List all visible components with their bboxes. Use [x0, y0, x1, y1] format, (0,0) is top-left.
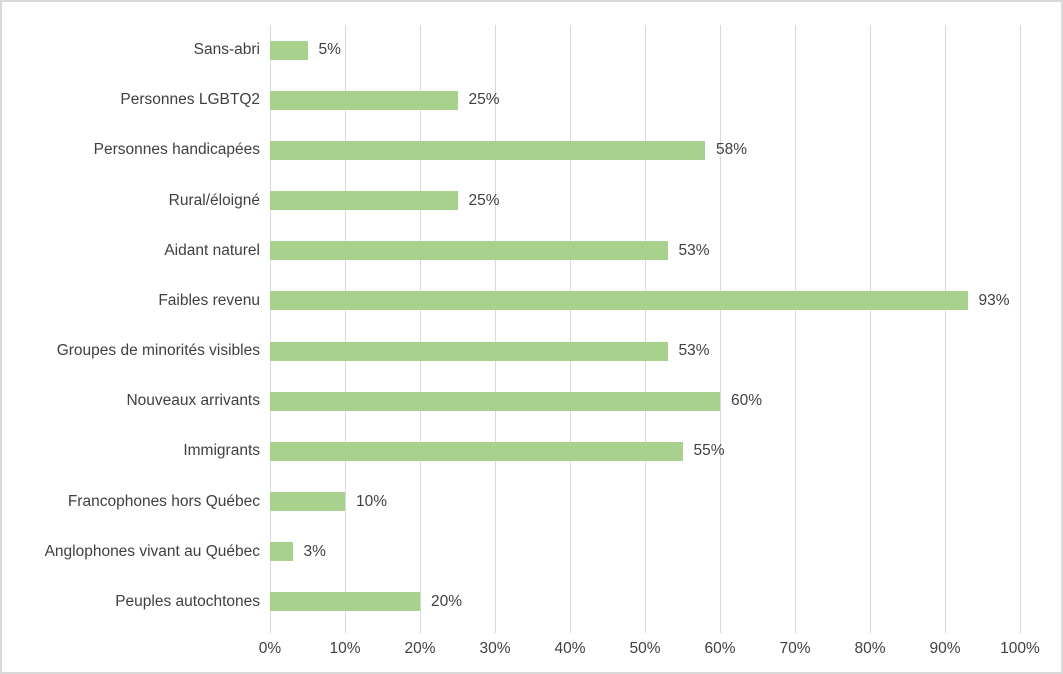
gridline-40: [569, 25, 571, 627]
gridline-90: [944, 25, 946, 627]
x-tick-label-100: 100%: [1000, 640, 1040, 657]
gridline-60: [719, 25, 721, 627]
x-tick-label-50: 50%: [629, 640, 661, 657]
gridline-10: [344, 25, 346, 627]
data-label: 53%: [678, 342, 710, 360]
data-label: 3%: [303, 542, 326, 560]
data-label: 5%: [318, 41, 341, 59]
bar: [270, 140, 705, 160]
gridline-100: [1019, 25, 1021, 627]
bar: [270, 291, 968, 311]
gridline-30: [494, 25, 496, 627]
category-label: Groupes de minorités visibles: [56, 342, 260, 360]
axis-tick-0: [269, 627, 271, 633]
axis-tick-40: [569, 627, 571, 633]
axis-tick-10: [344, 627, 346, 633]
bar: [270, 90, 458, 110]
bar: [270, 542, 293, 562]
gridline-0: [269, 25, 271, 627]
bar: [270, 391, 720, 411]
x-tick-label-80: 80%: [854, 640, 886, 657]
data-label: 25%: [468, 191, 500, 209]
bar: [270, 191, 458, 211]
category-label: Rural/éloigné: [168, 191, 260, 209]
x-tick-label-40: 40%: [554, 640, 586, 657]
gridline-70: [794, 25, 796, 627]
category-label: Immigrants: [183, 442, 260, 460]
bar: [270, 592, 420, 612]
category-label: Anglophones vivant au Québec: [44, 542, 260, 560]
data-label: 10%: [356, 492, 388, 510]
data-label: 93%: [978, 291, 1010, 309]
gridline-50: [644, 25, 646, 627]
x-tick-label-70: 70%: [779, 640, 811, 657]
bar: [270, 241, 668, 261]
category-label: Sans-abri: [193, 41, 260, 59]
axis-tick-60: [719, 627, 721, 633]
bar: [270, 492, 345, 512]
bar: [270, 341, 668, 361]
axis-tick-50: [644, 627, 646, 633]
axis-tick-100: [1019, 627, 1021, 633]
data-label: 58%: [716, 141, 748, 159]
category-label: Personnes LGBTQ2: [120, 91, 260, 109]
x-tick-label-90: 90%: [929, 640, 961, 657]
bar: [270, 441, 683, 461]
axis-tick-30: [494, 627, 496, 633]
gridline-20: [419, 25, 421, 627]
category-label: Francophones hors Québec: [67, 492, 260, 510]
axis-tick-70: [794, 627, 796, 633]
x-tick-label-20: 20%: [404, 640, 436, 657]
axis-tick-20: [419, 627, 421, 633]
data-label: 55%: [693, 442, 725, 460]
category-label: Personnes handicapées: [93, 141, 260, 159]
axis-tick-90: [944, 627, 946, 633]
bar: [270, 40, 308, 60]
x-tick-label-30: 30%: [479, 640, 511, 657]
data-label: 53%: [678, 241, 710, 259]
data-label: 25%: [468, 91, 500, 109]
axis-tick-80: [869, 627, 871, 633]
x-tick-label-10: 10%: [329, 640, 361, 657]
category-label: Peuples autochtones: [115, 592, 260, 610]
category-label: Faibles revenu: [158, 291, 260, 309]
data-label: 60%: [731, 392, 763, 410]
category-label: Aidant naturel: [164, 241, 260, 259]
x-tick-label-60: 60%: [704, 640, 736, 657]
category-label: Nouveaux arrivants: [126, 392, 260, 410]
data-label: 20%: [431, 592, 463, 610]
gridline-80: [869, 25, 871, 627]
x-tick-label-0: 0%: [258, 640, 282, 657]
